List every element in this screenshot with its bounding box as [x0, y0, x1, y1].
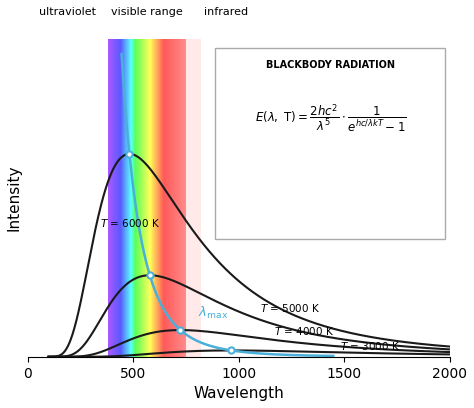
- Text: visible range: visible range: [111, 7, 182, 17]
- FancyBboxPatch shape: [215, 49, 446, 239]
- X-axis label: Wavelength: Wavelength: [193, 386, 284, 401]
- Text: $E(\lambda,\ \mathrm{T}) = \dfrac{2hc^2}{\lambda^5} \cdot \dfrac{1}{e^{hc/\lambd: $E(\lambda,\ \mathrm{T}) = \dfrac{2hc^2}…: [255, 102, 406, 135]
- Text: BLACKBODY RADIATION: BLACKBODY RADIATION: [266, 60, 395, 70]
- Text: $T$ = 5000 K: $T$ = 5000 K: [260, 302, 320, 314]
- Text: $T$ = 4000 K: $T$ = 4000 K: [274, 325, 335, 337]
- Text: infrared: infrared: [204, 7, 248, 17]
- Bar: [186, 39, 201, 357]
- Text: $T$ = 6000 K: $T$ = 6000 K: [100, 217, 161, 228]
- Text: $\lambda_{\mathsf{max}}$: $\lambda_{\mathsf{max}}$: [199, 305, 229, 321]
- Y-axis label: Intensity: Intensity: [7, 164, 22, 231]
- Text: $T$ = 3000 K: $T$ = 3000 K: [340, 339, 400, 352]
- Text: ultraviolet: ultraviolet: [39, 7, 96, 17]
